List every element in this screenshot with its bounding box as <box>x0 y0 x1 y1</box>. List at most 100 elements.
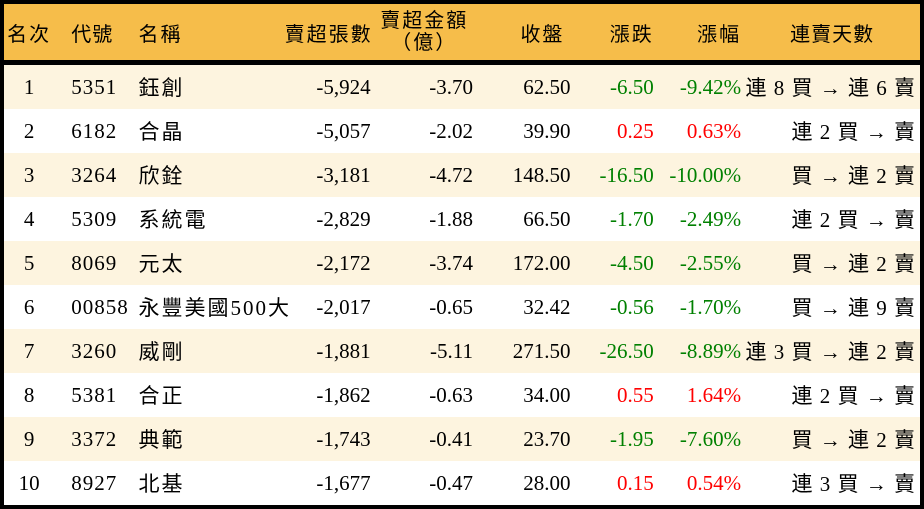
cell-streak: 連 3 買 → 連 2 賣 <box>745 340 916 364</box>
cell-change: -16.50 <box>599 162 654 187</box>
cell-code: 00858 <box>71 294 129 319</box>
cell-sell-volume: -1,862 <box>316 382 371 407</box>
cell-sell-volume: -1,677 <box>316 470 371 495</box>
cell-change: 0.55 <box>617 382 654 407</box>
cell-sell-volume: -2,172 <box>316 250 371 275</box>
table-row: 10 8927 北基 -1,677 -0.47 28.00 0.15 0.54%… <box>2 461 922 507</box>
cell-sell-amount: -5.11 <box>430 338 474 363</box>
header-rank: 名次 <box>2 2 55 65</box>
table-row: 8 5381 合正 -1,862 -0.63 34.00 0.55 1.64% … <box>2 373 922 417</box>
cell-close: 28.00 <box>523 470 571 495</box>
cell-name: 北基 <box>138 472 185 496</box>
header-name: 名稱 <box>124 2 274 65</box>
cell-change-pct: -8.89% <box>679 338 742 363</box>
cell-rank: 7 <box>23 338 35 363</box>
cell-sell-amount: -0.47 <box>429 470 474 495</box>
cell-name: 系統電 <box>138 208 208 232</box>
cell-change: 0.15 <box>617 470 654 495</box>
cell-change: -26.50 <box>599 338 654 363</box>
header-change: 漲跌 <box>572 2 656 65</box>
cell-streak: 連 3 買 → 賣 <box>791 472 916 496</box>
cell-name: 鈺創 <box>138 76 185 100</box>
cell-streak: 買 → 連 2 賣 <box>791 252 916 276</box>
cell-name: 合正 <box>138 384 185 408</box>
cell-sell-amount: -0.41 <box>429 426 474 451</box>
cell-close: 172.00 <box>512 250 571 275</box>
cell-sell-amount: -1.88 <box>429 206 474 231</box>
header-code: 代號 <box>54 2 125 65</box>
cell-close: 62.50 <box>523 74 571 99</box>
table-row: 2 6182 合晶 -5,057 -2.02 39.90 0.25 0.63% … <box>2 109 922 153</box>
cell-rank: 6 <box>23 294 35 319</box>
cell-code: 5351 <box>71 74 118 99</box>
header-sell-amount-line1: 賣超金額 <box>380 9 469 32</box>
cell-name: 元太 <box>138 252 185 276</box>
header-change-pct: 漲幅 <box>655 2 744 65</box>
cell-code: 8069 <box>71 250 118 275</box>
cell-change-pct: 0.63% <box>686 118 742 143</box>
table-body: 1 5351 鈺創 -5,924 -3.70 62.50 -6.50 -9.42… <box>2 62 922 507</box>
table-row: 9 3372 典範 -1,743 -0.41 23.70 -1.95 -7.60… <box>2 417 922 461</box>
cell-code: 5381 <box>71 382 118 407</box>
cell-name: 合晶 <box>138 120 185 144</box>
cell-rank: 5 <box>23 250 35 275</box>
cell-streak: 連 2 買 → 賣 <box>791 120 916 144</box>
cell-change-pct: -10.00% <box>669 162 742 187</box>
cell-change: -1.70 <box>610 206 654 231</box>
cell-name: 典範 <box>138 428 185 452</box>
cell-code: 6182 <box>71 118 118 143</box>
cell-close: 148.50 <box>512 162 571 187</box>
cell-sell-volume: -1,743 <box>316 426 371 451</box>
cell-code: 3260 <box>71 338 118 363</box>
table-row: 4 5309 系統電 -2,829 -1.88 66.50 -1.70 -2.4… <box>2 197 922 241</box>
cell-change-pct: -1.70% <box>679 294 742 319</box>
cell-streak: 連 2 買 → 賣 <box>791 384 916 408</box>
cell-sell-volume: -2,017 <box>316 294 371 319</box>
cell-rank: 3 <box>23 162 35 187</box>
table-row: 5 8069 元太 -2,172 -3.74 172.00 -4.50 -2.5… <box>2 241 922 285</box>
cell-code: 5309 <box>71 206 118 231</box>
cell-code: 8927 <box>71 470 118 495</box>
cell-sell-amount: -3.70 <box>429 74 474 99</box>
header-sell-volume: 賣超張數 <box>273 2 373 65</box>
cell-change-pct: -2.55% <box>679 250 742 275</box>
header-sell-amount-line2: （億） <box>391 32 458 54</box>
cell-code: 3264 <box>71 162 118 187</box>
cell-close: 34.00 <box>523 382 571 407</box>
cell-rank: 8 <box>23 382 35 407</box>
cell-sell-volume: -3,181 <box>316 162 371 187</box>
cell-change: -6.50 <box>610 74 654 99</box>
cell-name: 永豐美國500大 <box>138 296 292 320</box>
cell-rank: 10 <box>18 470 40 495</box>
cell-change: -1.95 <box>610 426 654 451</box>
cell-change-pct: 0.54% <box>686 470 742 495</box>
cell-close: 66.50 <box>523 206 571 231</box>
cell-change-pct: -9.42% <box>679 74 742 99</box>
header-row: 名次 代號 名稱 賣超張數 賣超金額 （億） 收盤 漲跌 漲幅 連賣天數 <box>2 2 922 65</box>
cell-streak: 連 8 買 → 連 6 賣 <box>745 76 916 100</box>
cell-name: 欣銓 <box>138 164 185 188</box>
cell-change-pct: -7.60% <box>679 426 742 451</box>
cell-close: 39.90 <box>523 118 571 143</box>
cell-rank: 9 <box>23 426 35 451</box>
cell-sell-amount: -2.02 <box>429 118 474 143</box>
cell-change-pct: 1.64% <box>686 382 742 407</box>
cell-sell-amount: -0.63 <box>429 382 474 407</box>
cell-streak: 連 2 買 → 賣 <box>791 208 916 232</box>
cell-sell-amount: -4.72 <box>429 162 474 187</box>
table-row: 1 5351 鈺創 -5,924 -3.70 62.50 -6.50 -9.42… <box>2 62 922 109</box>
cell-change: -0.56 <box>610 294 654 319</box>
table-row: 6 00858 永豐美國500大 -2,017 -0.65 32.42 -0.5… <box>2 285 922 329</box>
cell-streak: 買 → 連 2 賣 <box>791 164 916 188</box>
cell-close: 23.70 <box>523 426 571 451</box>
table-header: 名次 代號 名稱 賣超張數 賣超金額 （億） 收盤 漲跌 漲幅 連賣天數 <box>2 2 922 65</box>
cell-sell-amount: -3.74 <box>429 250 474 275</box>
table-row: 3 3264 欣銓 -3,181 -4.72 148.50 -16.50 -10… <box>2 153 922 197</box>
cell-change-pct: -2.49% <box>679 206 742 231</box>
cell-sell-amount: -0.65 <box>429 294 474 319</box>
cell-sell-volume: -5,924 <box>316 74 371 99</box>
cell-rank: 4 <box>23 206 35 231</box>
cell-close: 271.50 <box>512 338 571 363</box>
cell-sell-volume: -5,057 <box>316 118 371 143</box>
cell-change: 0.25 <box>617 118 654 143</box>
